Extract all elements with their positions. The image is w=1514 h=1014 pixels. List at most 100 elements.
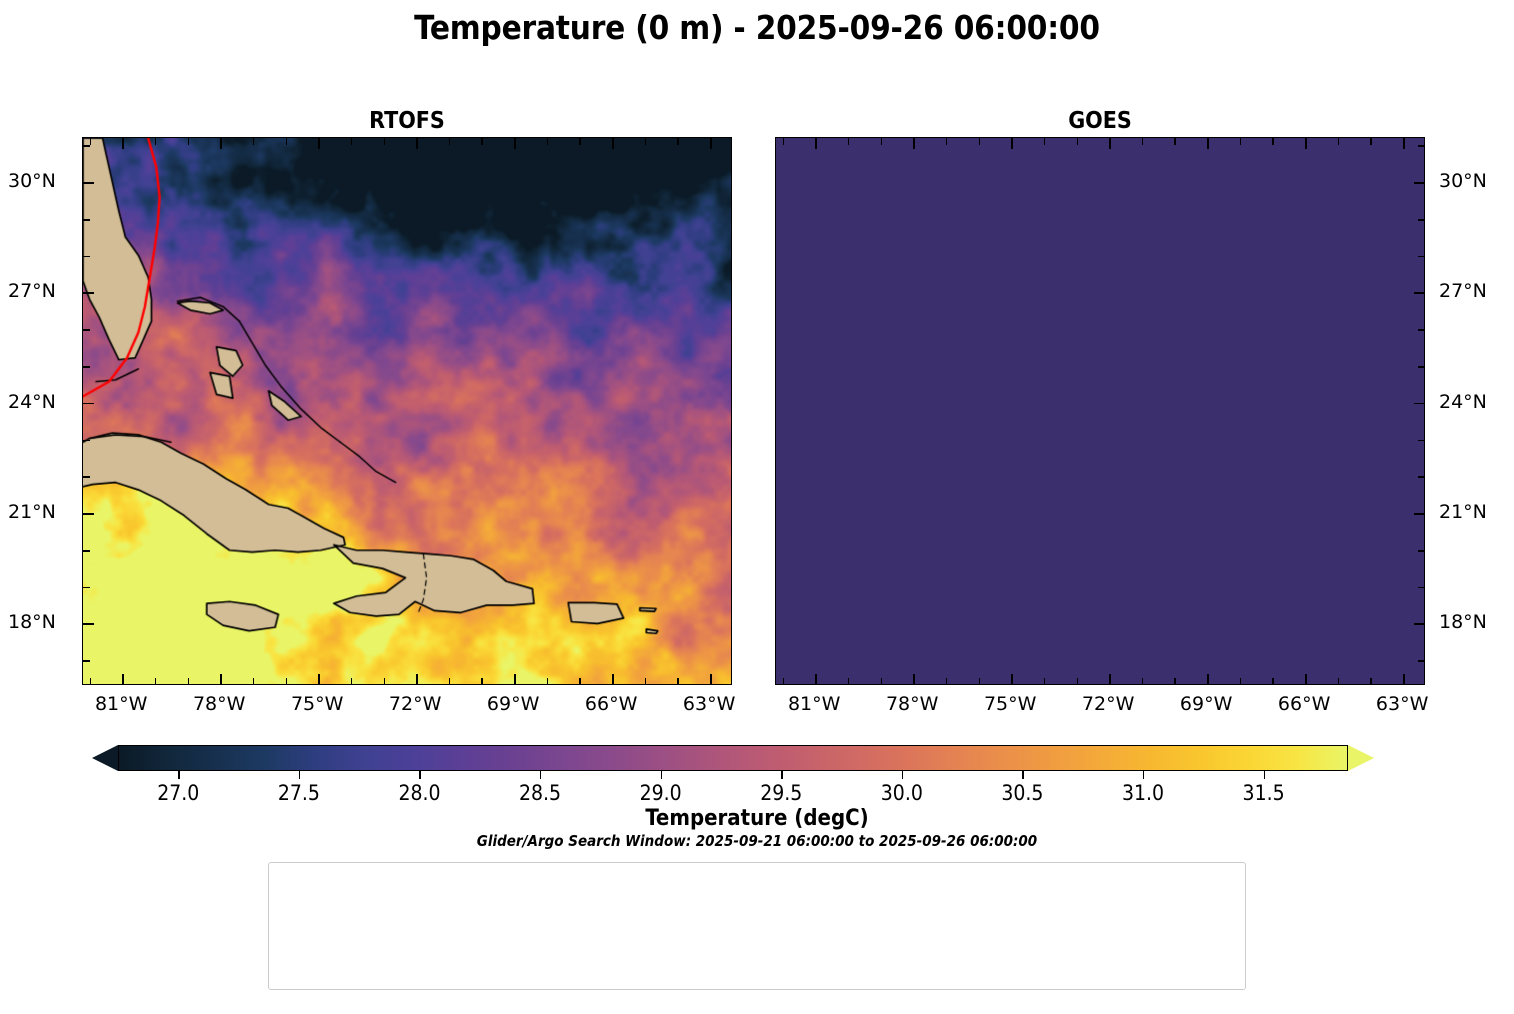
colorbar-tick [1022, 771, 1024, 779]
x-tick-top [416, 138, 418, 149]
x-tick [448, 677, 451, 684]
map-panel-rtofs[interactable] [82, 137, 732, 685]
y-tick [83, 182, 94, 184]
y-tick [1413, 402, 1424, 405]
x-axis-label: 75°W [983, 693, 1037, 715]
y-tick [83, 218, 90, 221]
platform-legend [268, 862, 1246, 990]
y-axis-label: 21°N [1439, 501, 1487, 524]
colorbar-tick-label: 29.5 [760, 781, 803, 805]
x-axis-label: 63°W [682, 693, 736, 715]
x-tick [782, 677, 785, 684]
x-axis-label: 72°W [388, 693, 442, 715]
x-tick [677, 677, 680, 684]
y-tick [83, 513, 94, 515]
colorbar-tick-label: 31.5 [1242, 781, 1285, 805]
x-tick [644, 677, 647, 684]
colorbar-tick [781, 771, 783, 779]
x-tick-top [350, 138, 353, 145]
x-tick [220, 673, 222, 684]
x-tick-top [1043, 138, 1046, 145]
x-tick-top [913, 138, 915, 149]
x-tick-top [481, 138, 484, 145]
x-tick [1403, 673, 1405, 684]
x-tick-top [1305, 138, 1307, 149]
y-tick [83, 549, 90, 552]
x-tick-top [383, 138, 386, 145]
x-tick [1305, 673, 1307, 684]
y-axis-label: 27°N [1439, 280, 1487, 303]
y-axis-label: 24°N [8, 390, 56, 413]
y-axis-label: 27°N [8, 280, 56, 303]
y-tick [83, 255, 90, 258]
y-tick [83, 402, 94, 405]
x-axis-label: 66°W [584, 693, 638, 715]
y-tick [83, 292, 94, 295]
y-tick [83, 476, 90, 478]
colorbar-tick-label: 30.0 [880, 781, 923, 805]
x-tick [710, 673, 712, 684]
panel-title-goes: GOES [1068, 108, 1132, 134]
colorbar-tick-label: 28.5 [519, 781, 562, 805]
x-axis-label: 81°W [94, 693, 148, 715]
x-tick-top [1076, 138, 1079, 145]
colorbar-tick-label: 30.5 [1001, 781, 1044, 805]
x-tick-top [945, 138, 948, 145]
colorbar-tick [178, 771, 180, 779]
x-tick-top [1109, 138, 1111, 149]
colorbar-tick-label: 27.0 [157, 781, 200, 805]
x-tick [416, 673, 418, 684]
colorbar-tick-label: 29.0 [639, 781, 682, 805]
x-tick-top [677, 138, 680, 145]
x-tick [612, 673, 614, 684]
y-tick [83, 366, 90, 368]
x-tick-top [154, 138, 157, 145]
y-tick [1417, 255, 1424, 258]
x-tick [815, 673, 817, 684]
x-tick-top [1011, 138, 1013, 149]
x-tick [1076, 677, 1079, 684]
x-tick [481, 677, 484, 684]
map-panel-goes[interactable] [775, 137, 1425, 685]
colorbar-tick-label: 27.5 [277, 781, 320, 805]
x-axis-label: 78°W [192, 693, 246, 715]
y-tick [83, 586, 90, 589]
rtofs-temperature-field [83, 138, 731, 684]
x-tick [1174, 677, 1177, 684]
x-tick [1141, 677, 1144, 684]
x-tick [546, 677, 549, 684]
x-axis-label: 72°W [1081, 693, 1135, 715]
x-tick-top [318, 138, 320, 149]
y-tick [1413, 182, 1424, 184]
x-tick-top [644, 138, 647, 145]
x-tick [350, 677, 353, 684]
x-tick [945, 677, 948, 684]
y-tick [1413, 623, 1424, 626]
x-tick [1337, 677, 1340, 684]
x-tick-top [978, 138, 981, 145]
x-tick [1239, 677, 1242, 684]
y-tick [1417, 366, 1424, 368]
x-tick-top [546, 138, 549, 145]
colorbar-tick-label: 28.0 [398, 781, 441, 805]
colorbar-tick [419, 771, 421, 779]
x-tick [913, 673, 915, 684]
x-tick [1011, 673, 1013, 684]
y-tick [83, 660, 90, 662]
x-tick-top [89, 138, 92, 145]
x-tick-top [514, 138, 516, 149]
y-axis-label: 24°N [1439, 390, 1487, 413]
y-tick [83, 145, 90, 147]
y-tick [83, 329, 90, 331]
x-tick [880, 677, 883, 684]
x-tick-top [1370, 138, 1373, 145]
x-axis-label: 69°W [1179, 693, 1233, 715]
colorbar-tick [540, 771, 542, 779]
y-tick [1417, 329, 1424, 331]
legend-grid [273, 870, 1241, 984]
x-tick-top [187, 138, 190, 145]
y-tick [1417, 586, 1424, 589]
x-tick [252, 677, 255, 684]
x-tick-top [579, 138, 582, 145]
x-tick [89, 677, 92, 684]
